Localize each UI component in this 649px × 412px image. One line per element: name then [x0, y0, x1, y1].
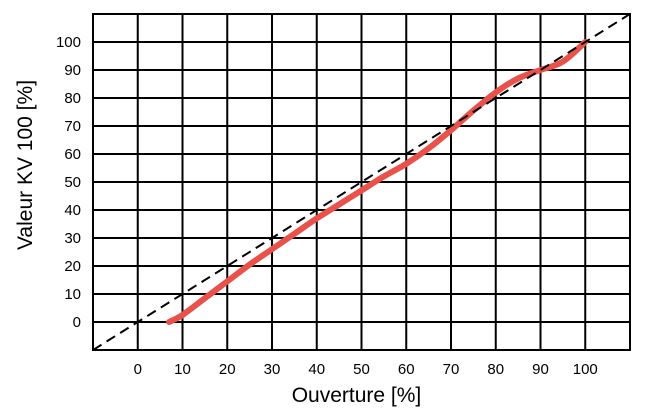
x-tick-label: 0 [134, 361, 142, 378]
x-tick-label: 90 [532, 361, 549, 378]
y-tick-label: 30 [64, 230, 81, 247]
x-tick-label: 10 [174, 361, 191, 378]
y-tick-label: 100 [56, 34, 81, 51]
x-tick-label: 100 [573, 361, 598, 378]
y-tick-label: 80 [64, 90, 81, 107]
x-tick-label: 40 [308, 361, 325, 378]
y-tick-label: 70 [64, 118, 81, 135]
reference-line [93, 14, 630, 350]
plot-frame [92, 13, 631, 351]
y-tick-label: 90 [64, 62, 81, 79]
y-tick-label: 50 [64, 174, 81, 191]
series-layer [93, 14, 630, 350]
tick-labels: 0 10 20 30 40 50 60 70 80 90 100 0 10 20 30 40 50 60 70 80 9… [56, 34, 598, 378]
y-tick-label: 0 [73, 314, 81, 331]
x-tick-label: 70 [443, 361, 460, 378]
y-tick-label: 40 [64, 202, 81, 219]
y-axis-title: Valeur KV 100 [%] [14, 80, 37, 250]
y-tick-label: 20 [64, 258, 81, 275]
grid [93, 14, 630, 350]
x-tick-label: 30 [264, 361, 281, 378]
x-tick-label: 20 [219, 361, 236, 378]
y-tick-label: 10 [64, 286, 81, 303]
x-tick-label: 60 [398, 361, 415, 378]
x-tick-label: 50 [353, 361, 370, 378]
x-axis-title: Ouverture [%] [292, 384, 422, 407]
kv-curve [166, 39, 589, 325]
y-tick-label: 60 [64, 146, 81, 163]
x-tick-label: 80 [487, 361, 504, 378]
